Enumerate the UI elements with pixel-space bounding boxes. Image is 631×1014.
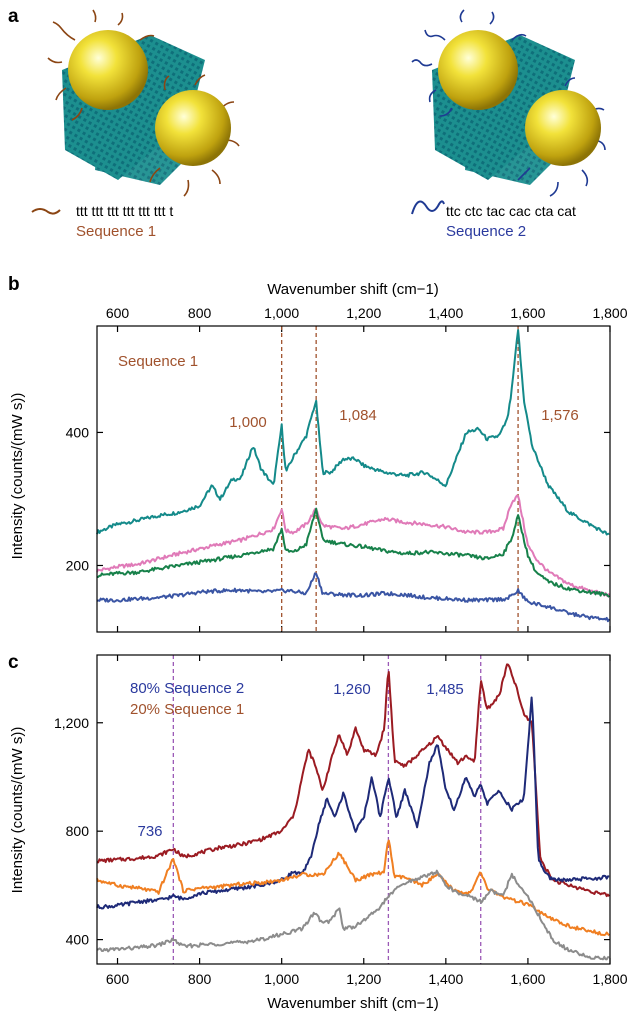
x-tick-label: 1,200 [346, 971, 381, 987]
y-tick-label: 400 [66, 932, 90, 948]
peak-label-1576: 1,576 [541, 407, 579, 424]
y-tick-label: 400 [66, 424, 90, 440]
spectrum-line [97, 663, 610, 898]
spectrum-line [96, 507, 610, 598]
panel-b-x-ticks: 600 800 1,000 1,200 1,400 1,600 1,800 [106, 305, 628, 632]
panel-c-annotation-line2: 20% Sequence 1 [130, 701, 244, 718]
panel-c-x-axis-title: Wavenumber shift (cm−1) [267, 995, 439, 1012]
y-tick-label: 1,200 [54, 715, 89, 731]
peak-label-1000: 1,000 [229, 414, 267, 431]
panel-c-annotation-line1: 80% Sequence 2 [130, 680, 244, 697]
x-tick-label: 1,800 [592, 305, 627, 321]
spectrum-line [96, 494, 611, 598]
x-tick-label: 1,000 [264, 305, 299, 321]
panel-b-reference-lines [281, 326, 519, 632]
spectrum-line [96, 329, 610, 536]
gold-nanoparticle [68, 30, 148, 110]
peak-label-1084: 1,084 [339, 407, 377, 424]
x-tick-label: 800 [188, 305, 212, 321]
sequence-2-name: Sequence 2 [446, 223, 526, 240]
panel-c-chart: c 600 800 1,000 1,200 1,400 1,600 1,800 400 800… [8, 652, 628, 1012]
gold-nanoparticle [438, 30, 518, 110]
sequence-2-strand-icon [411, 200, 445, 215]
panel-b-series [96, 329, 611, 623]
sequence-2-strands [411, 9, 606, 197]
panel-b-top-axis-title: Wavenumber shift (cm−1) [267, 281, 439, 298]
panel-b-y-ticks: 200 400 [66, 424, 610, 573]
sequence-2-text: ttc ctc tac cac cta cat [446, 203, 576, 219]
gold-nanoparticle [155, 90, 231, 166]
panel-c-y-axis-title: Intensity (counts/(mW s)) [9, 727, 26, 894]
spectrum-line [96, 839, 610, 937]
sequence-1-text: ttt ttt ttt ttt ttt ttt t [76, 203, 173, 219]
panel-b-frame [96, 325, 611, 633]
spectrum-line [96, 869, 610, 961]
x-tick-label: 1,400 [428, 305, 463, 321]
x-tick-label: 800 [188, 971, 212, 987]
peak-label-736: 736 [137, 823, 162, 840]
panel-b-chart: b Wavenumber shift (cm−1) 600 800 1,000 1,2… [8, 274, 628, 633]
spectrum-line [96, 696, 610, 910]
panel-a-label: a [8, 6, 19, 27]
x-tick-label: 1,400 [428, 971, 463, 987]
panel-c-series [96, 663, 610, 961]
panel-c-reference-lines [172, 655, 482, 964]
x-tick-label: 1,200 [346, 305, 381, 321]
panel-c-label: c [8, 652, 19, 673]
panel-b-y-axis-title: Intensity (counts/(mW s)) [9, 393, 26, 560]
x-tick-label: 1,000 [264, 971, 299, 987]
sequence-1-name: Sequence 1 [76, 223, 156, 240]
peak-label-1485: 1,485 [426, 681, 464, 698]
gold-nanoparticle [525, 90, 601, 166]
peak-label-1260: 1,260 [333, 681, 371, 698]
right-nanoparticle-assembly [411, 9, 606, 197]
panel-a-illustration: a [8, 6, 606, 240]
left-nanoparticle-assembly [47, 9, 240, 197]
panel-b-annotation: Sequence 1 [118, 353, 198, 370]
y-tick-label: 800 [66, 823, 90, 839]
x-tick-label: 1,600 [510, 971, 545, 987]
panel-c-y-ticks: 400 800 1,200 [54, 715, 610, 948]
panel-c-frame [96, 654, 611, 965]
panel-c-x-ticks: 600 800 1,000 1,200 1,400 1,600 1,800 [106, 655, 628, 987]
x-tick-label: 1,600 [510, 305, 545, 321]
panel-b-label: b [8, 274, 20, 295]
x-tick-label: 600 [106, 971, 130, 987]
spectrum-line [96, 572, 611, 623]
x-tick-label: 600 [106, 305, 130, 321]
x-tick-label: 1,800 [592, 971, 627, 987]
y-tick-label: 200 [66, 557, 90, 573]
sequence-1-strand-icon [31, 208, 61, 215]
